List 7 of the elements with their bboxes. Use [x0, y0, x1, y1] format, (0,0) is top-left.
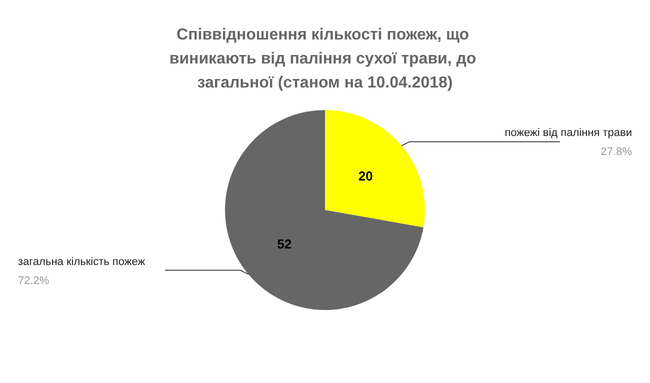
slice-label: загальна кількість пожеж: [18, 256, 146, 268]
text: 27.8%: [600, 146, 632, 158]
text: 72.2%: [18, 274, 50, 287]
slice-label: пожежі від паління трави: [504, 127, 632, 140]
data-label: 20: [358, 168, 373, 184]
chart-title: Співвідношення кількості пожеж, що виникають від паління сухої трави, до загальної (станом на 10.04.2018): [169, 26, 481, 92]
data-label: 52: [277, 236, 292, 252]
